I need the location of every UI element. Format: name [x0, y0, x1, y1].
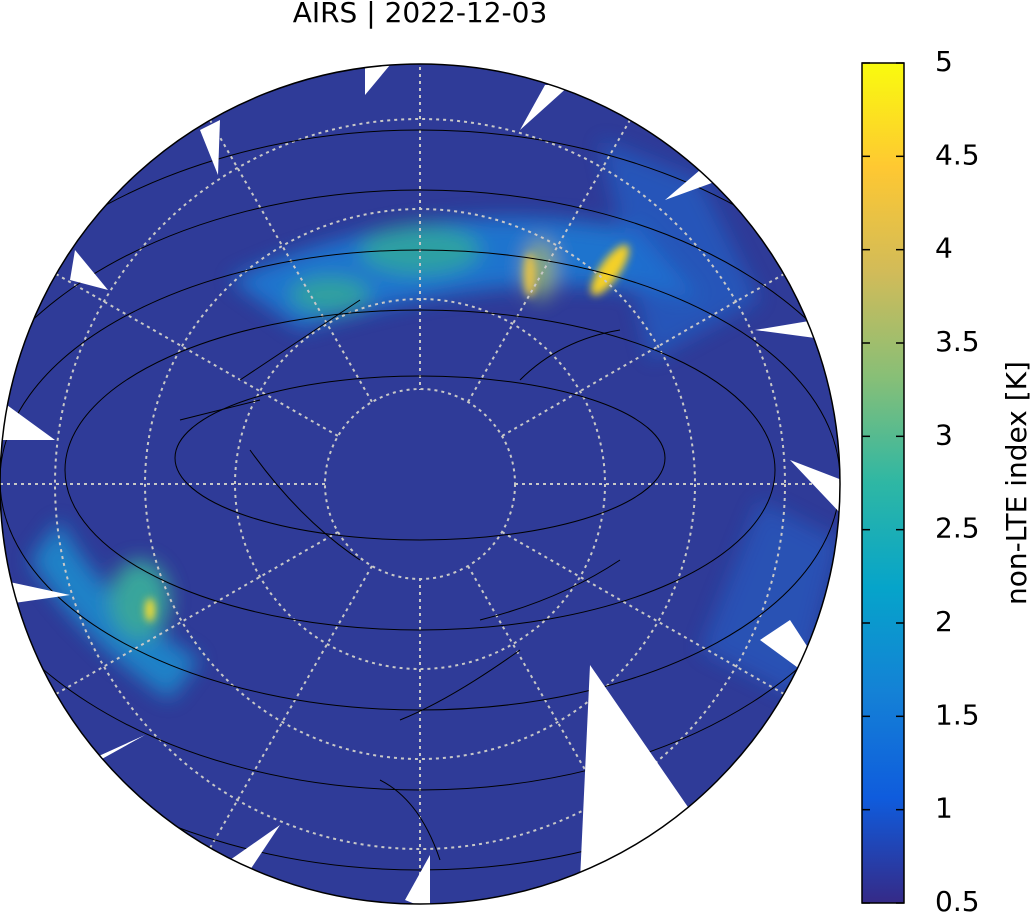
tick-label: 4: [935, 232, 953, 265]
tick-label: 0.5: [935, 885, 980, 913]
title: AIRS | 2022-12-03: [293, 0, 548, 29]
map: [0, 64, 840, 904]
tick-label: 1.5: [935, 698, 980, 731]
colorbar-label: non-LTE index [K]: [1000, 361, 1032, 605]
colorbar: [861, 62, 905, 904]
tick-label: 2: [935, 605, 953, 638]
tick-label: 5: [935, 45, 953, 78]
tick-label: 3: [935, 418, 953, 451]
tick-label: 4.5: [935, 138, 980, 171]
tick-label: 1: [935, 792, 953, 825]
tick-label: 3.5: [935, 325, 980, 358]
tick-label: 2.5: [935, 512, 980, 545]
